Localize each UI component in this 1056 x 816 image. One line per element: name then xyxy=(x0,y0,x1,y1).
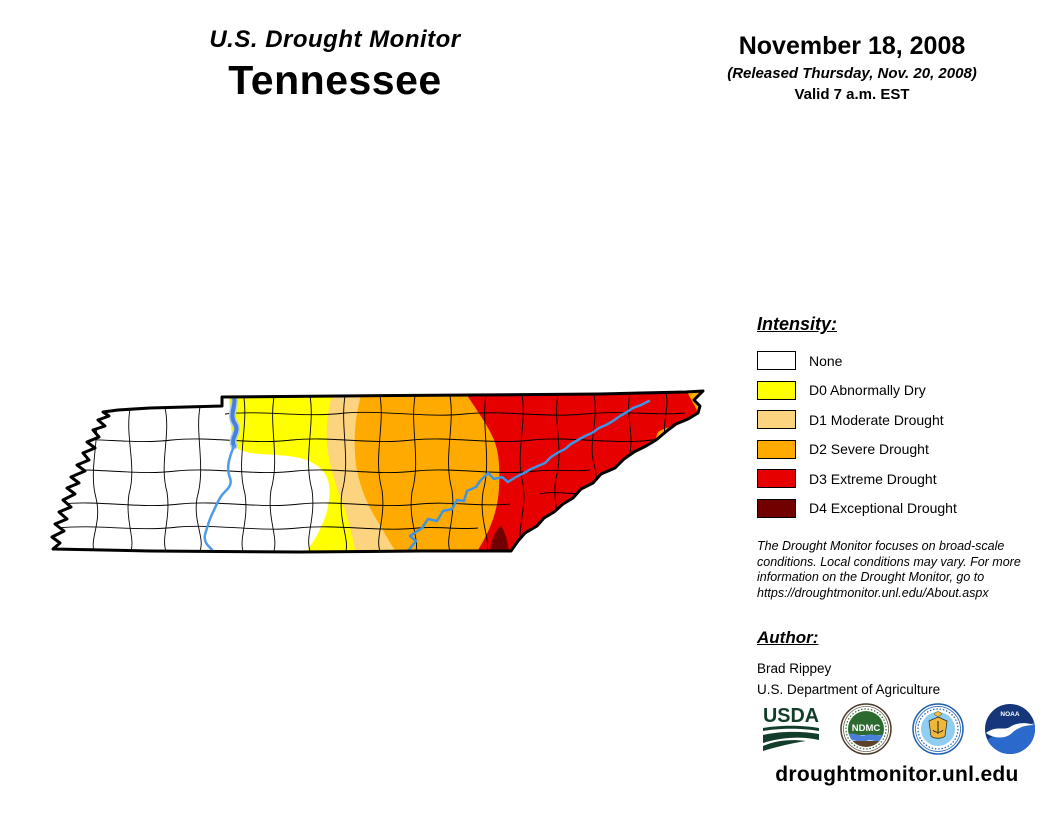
legend-swatch-d0 xyxy=(757,380,796,400)
ndmc-logo-text: NDMC xyxy=(852,723,881,734)
legend-label: D4 Exceptional Drought xyxy=(809,500,957,517)
disclaimer-line: The Drought Monitor focuses on broad-sca… xyxy=(757,539,1005,553)
legend-item-d2: D2 Severe Drought xyxy=(757,435,957,465)
title-block: U.S. Drought Monitor Tennessee xyxy=(155,26,515,104)
release-date: (Released Thursday, Nov. 20, 2008) xyxy=(727,65,977,82)
disclaimer-line: https://droughtmonitor.unl.edu/About.asp… xyxy=(757,585,989,600)
author-org: U.S. Department of Agriculture xyxy=(757,682,941,697)
tennessee-river-east xyxy=(406,399,651,552)
website-url: droughtmonitor.unl.edu xyxy=(775,763,1019,786)
rivers xyxy=(203,391,651,552)
report-title: U.S. Drought Monitor xyxy=(209,26,461,53)
date-block: November 18, 2008 (Released Thursday, No… xyxy=(712,32,992,103)
legend-swatch-d3 xyxy=(757,469,796,489)
usda-logo: USDA xyxy=(763,706,819,751)
legend-label: D2 Severe Drought xyxy=(809,441,929,458)
legend-label: D3 Extreme Drought xyxy=(809,470,937,487)
noaa-logo: NOAA xyxy=(985,704,1035,754)
state-outline xyxy=(50,389,705,554)
legend-item-none: None xyxy=(757,346,957,376)
intensity-legend: Intensity: None D0 Abnormally Dry D1 Mod… xyxy=(757,314,957,523)
legend-item-d1: D1 Moderate Drought xyxy=(757,405,957,435)
legend-swatch-d4 xyxy=(757,498,796,518)
commerce-seal-logo xyxy=(912,703,964,755)
legend-item-d0: D0 Abnormally Dry xyxy=(757,376,957,406)
legend-item-d3: D3 Extreme Drought xyxy=(757,464,957,494)
disclaimer-line: conditions. Local conditions may vary. F… xyxy=(757,554,1021,569)
author-heading: Author: xyxy=(757,628,819,647)
ndmc-logo: NDMC xyxy=(840,703,892,755)
usda-logo-text: USDA xyxy=(763,706,819,727)
map-date: November 18, 2008 xyxy=(738,32,966,60)
legend-swatch-d1 xyxy=(757,410,796,430)
legend-label: D1 Moderate Drought xyxy=(809,411,944,428)
legend-label: D0 Abnormally Dry xyxy=(809,382,926,399)
legend-swatch-none xyxy=(757,351,796,371)
disclaimer-text: The Drought Monitor focuses on broad-sca… xyxy=(757,539,1047,601)
valid-time: Valid 7 a.m. EST xyxy=(794,86,910,103)
legend-label: None xyxy=(809,352,843,369)
tennessee-river-west xyxy=(203,444,236,552)
legend-swatch-d2 xyxy=(757,439,796,459)
legend-item-d4: D4 Exceptional Drought xyxy=(757,494,957,524)
region-d4 xyxy=(490,526,509,552)
state-name: Tennessee xyxy=(228,57,442,103)
legend-heading: Intensity: xyxy=(757,314,838,334)
logo-row: USDA NDMC NOAA xyxy=(762,703,1036,755)
author-block: Author: Brad Rippey U.S. Department of A… xyxy=(757,628,940,697)
disclaimer-line: information on the Drought Monitor, go t… xyxy=(757,570,985,584)
kentucky-lake-core xyxy=(230,392,239,448)
noaa-logo-text: NOAA xyxy=(1000,711,1019,718)
author-name: Brad Rippey xyxy=(757,661,832,676)
